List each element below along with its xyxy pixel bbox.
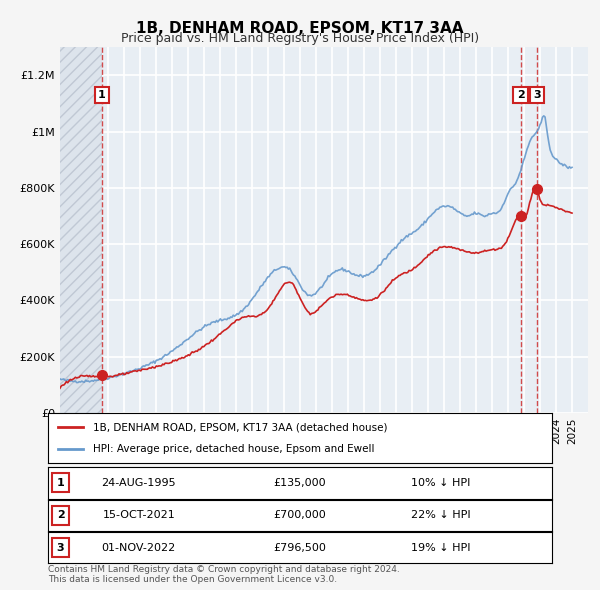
Text: Contains HM Land Registry data © Crown copyright and database right 2024.
This d: Contains HM Land Registry data © Crown c… bbox=[48, 565, 400, 584]
Text: 2: 2 bbox=[517, 90, 524, 100]
Text: HPI: Average price, detached house, Epsom and Ewell: HPI: Average price, detached house, Epso… bbox=[94, 444, 375, 454]
Text: 24-AUG-1995: 24-AUG-1995 bbox=[101, 478, 176, 488]
Text: 01-NOV-2022: 01-NOV-2022 bbox=[101, 543, 176, 553]
Text: 2: 2 bbox=[57, 510, 64, 520]
Text: 1B, DENHAM ROAD, EPSOM, KT17 3AA: 1B, DENHAM ROAD, EPSOM, KT17 3AA bbox=[136, 21, 464, 35]
Text: 1B, DENHAM ROAD, EPSOM, KT17 3AA (detached house): 1B, DENHAM ROAD, EPSOM, KT17 3AA (detach… bbox=[94, 422, 388, 432]
Text: Price paid vs. HM Land Registry's House Price Index (HPI): Price paid vs. HM Land Registry's House … bbox=[121, 32, 479, 45]
Text: £700,000: £700,000 bbox=[274, 510, 326, 520]
Text: 15-OCT-2021: 15-OCT-2021 bbox=[103, 510, 175, 520]
Text: £135,000: £135,000 bbox=[274, 478, 326, 488]
Text: 3: 3 bbox=[533, 90, 541, 100]
Text: 1: 1 bbox=[98, 90, 106, 100]
Text: 3: 3 bbox=[57, 543, 64, 553]
Text: 10% ↓ HPI: 10% ↓ HPI bbox=[412, 478, 471, 488]
Text: £796,500: £796,500 bbox=[274, 543, 326, 553]
Text: 19% ↓ HPI: 19% ↓ HPI bbox=[412, 543, 471, 553]
Text: 22% ↓ HPI: 22% ↓ HPI bbox=[412, 510, 471, 520]
Text: 1: 1 bbox=[57, 478, 64, 488]
